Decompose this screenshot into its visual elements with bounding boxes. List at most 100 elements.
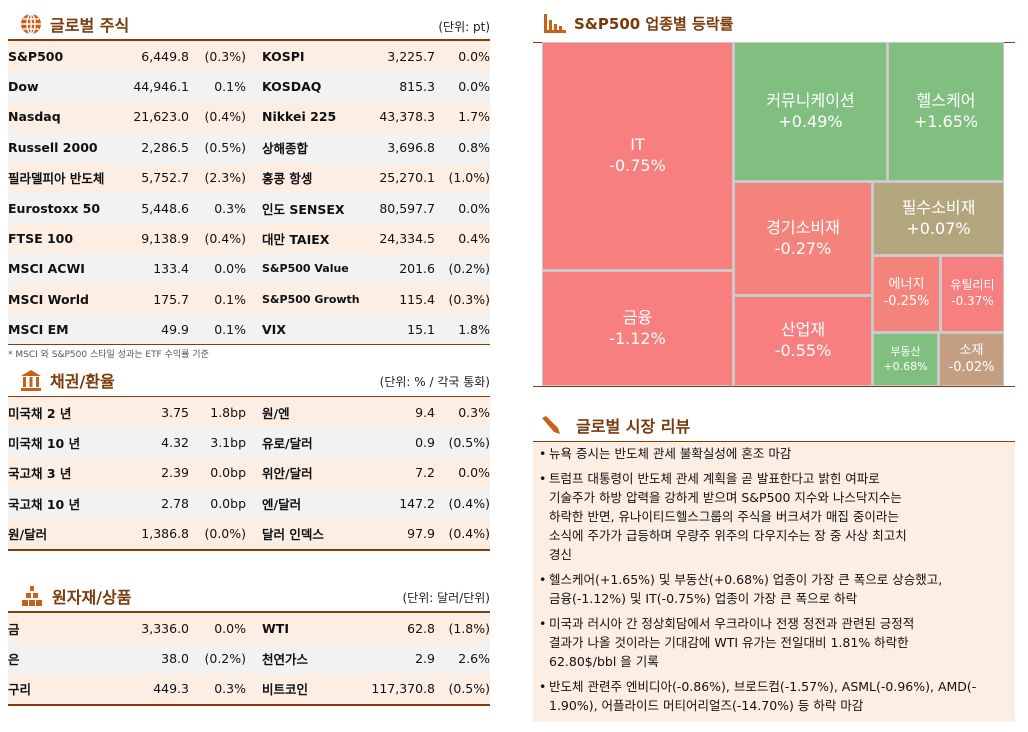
review-line: 경신 (549, 547, 573, 562)
table-row: MSCI EM 49.9 0.1% VIX 15.1 1.8% (8, 314, 490, 345)
table-row: FTSE 100 9,138.9 (0.4%) 대만 TAIEX 24,334.5 0.4… (8, 223, 490, 254)
bullet-icon: • (539, 471, 547, 486)
review-line: 미국과 러시아 간 정상회담에서 우크라이나 전쟁 정전과 관련된 긍정적 (549, 616, 915, 631)
change-cell: 0.3% (214, 200, 246, 216)
review-line: 1.90%), 어플라이드 머티어리얼즈(-14.70%) 등 하락 마감 (549, 698, 864, 713)
global-stocks-table: S&P500 6,449.8 (0.3%) KOSPI 3,225.7 0.0% Dow 44… (8, 41, 490, 345)
bullet-icon: • (539, 616, 547, 631)
review-line: 결과가 나올 것이라는 기대감에 WTI 유가는 전일대비 1.81% 하락한 (549, 635, 909, 650)
change-cell: 2.6% (458, 651, 490, 667)
change-cell: 0.8% (458, 139, 490, 155)
name-cell: 홍콩 항셍 (262, 171, 313, 187)
review-line: 반도체 관련주 엔비디아(-0.86%), 브로드컴(-1.57%), ASML… (549, 679, 977, 694)
change-cell: (0.5%) (204, 139, 246, 155)
name-cell: S&P500 (8, 48, 64, 64)
review-body: • 뉴욕 증시는 반도체 관세 불확실성에 혼조 마감 • 트럼프 대통령이 반도체 … (533, 442, 1015, 722)
name-cell: MSCI EM (8, 322, 69, 338)
pen-icon (542, 416, 560, 434)
value-cell: 0.9 (415, 435, 435, 451)
value-cell: 24,334.5 (379, 231, 435, 247)
name-cell: 은 (8, 652, 20, 668)
value-cell: 80,597.7 (379, 200, 435, 216)
sector-change: -0.27% (774, 238, 832, 258)
value-cell: 49.9 (161, 322, 189, 338)
change-cell: 0.1% (214, 79, 246, 95)
change-cell: (1.8%) (448, 620, 490, 636)
table-row: 금 3,336.0 0.0% WTI 62.8 (1.8%) (8, 613, 490, 644)
change-cell: 1.8% (458, 322, 490, 338)
name-cell: 원/달러 (8, 527, 48, 543)
sector-name: 경기소비재 (766, 217, 840, 237)
value-cell: 9,138.9 (141, 231, 189, 247)
change-cell: 0.1% (214, 322, 246, 338)
sector-change: -1.12% (609, 328, 666, 348)
sector-name: 헬스케어 (916, 90, 976, 110)
review-line: 금융(-1.12%) 및 IT(-0.75%) 업종이 가장 큰 폭으로 하락 (549, 591, 858, 606)
bullet-icon: • (539, 572, 547, 587)
sector-name: 필수소비재 (901, 197, 976, 217)
value-cell: 38.0 (161, 651, 189, 667)
value-cell: 97.9 (407, 526, 435, 542)
value-cell: 133.4 (153, 261, 189, 277)
table-row: 필라델피아 반도체 5,752.7 (2.3%) 홍콩 항셍 25,270.1 (1.0%… (8, 162, 490, 193)
change-cell: (0.4%) (204, 231, 246, 247)
name-cell: S&P500 Growth (262, 292, 360, 306)
change-cell: 0.0bp (210, 465, 246, 481)
review-line: 트럼프 대통령이 반도체 관세 계획을 곧 발표한다고 밝힌 여파로 (549, 471, 880, 486)
name-cell: Dow (8, 79, 39, 95)
unit-label: (단위: pt) (438, 20, 490, 34)
review-bullet: • 헬스케어(+1.65%) 및 부동산(+0.68%) 업종이 가장 큰 폭으로… (539, 570, 1009, 608)
value-cell: 2,286.5 (141, 139, 189, 155)
sector-name: 산업재 (780, 320, 826, 340)
sector-tile: 유틸리티 -0.37% (941, 256, 1004, 332)
value-cell: 44,946.1 (133, 79, 189, 95)
change-cell: 0.3% (458, 404, 490, 420)
name-cell: FTSE 100 (8, 231, 74, 247)
footnote: * MSCI 와 S&P500 스타일 성과는 ETF 수익률 기준 (8, 350, 209, 360)
value-cell: 115.4 (399, 291, 435, 307)
sector-tile: 산업재 -0.55% (734, 296, 872, 386)
name-cell: 국고채 10 년 (8, 496, 81, 512)
bar-chart-icon (544, 14, 566, 33)
change-cell: 0.0% (458, 200, 490, 216)
value-cell: 3,696.8 (387, 139, 435, 155)
commodities-table: 금 3,336.0 0.0% WTI 62.8 (1.8%) 은 38.0 (0.2%) 천연가스… (8, 613, 490, 705)
review-line: 기술주가 하방 압력을 강하게 받으며 S&P500 지수와 나스닥지수는 (549, 490, 902, 505)
table-row: 미국채 2 년 3.75 1.8bp 원/엔 9.4 0.3% (8, 397, 490, 428)
table-row: 국고채 3 년 2.39 0.0bp 위안/달러 7.2 0.0% (8, 457, 490, 489)
unit-label: (단위: % / 각국 통화) (379, 375, 490, 389)
name-cell: Nikkei 225 (262, 109, 337, 125)
sector-change: -0.55% (774, 341, 832, 360)
name-cell: 대만 TAIEX (262, 232, 330, 248)
value-cell: 6,449.8 (141, 48, 189, 64)
change-cell: (0.4%) (448, 495, 490, 511)
section-title: 글로벌 시장 리뷰 (576, 417, 691, 436)
name-cell: Russell 2000 (8, 139, 98, 155)
value-cell: 5,752.7 (141, 170, 189, 186)
sector-tile: 헬스케어 +1.65% (888, 42, 1004, 181)
sector-change: +0.68% (883, 359, 928, 373)
section-title: S&P500 업종별 등락률 (574, 14, 734, 33)
name-cell: 필라델피아 반도체 (8, 171, 105, 187)
change-cell: 1.8bp (210, 404, 246, 420)
sector-name: 에너지 (888, 277, 925, 293)
name-cell: 천연가스 (262, 652, 309, 668)
change-cell: 0.1% (214, 291, 246, 307)
review-line: 소식에 주가가 급등하며 우량주 위주의 다우지수는 장 중 사상 최고치 (549, 528, 907, 543)
sector-change: +0.49% (778, 111, 843, 131)
name-cell: 달러 인덱스 (262, 527, 324, 543)
name-cell: KOSPI (262, 48, 305, 64)
name-cell: MSCI ACWI (8, 261, 85, 277)
sector-map-title: S&P500 업종별 등락률 (544, 12, 733, 34)
change-cell: (0.3%) (448, 291, 490, 307)
name-cell: Nasdaq (8, 109, 61, 125)
value-cell: 9.4 (415, 404, 435, 420)
table-row: Nasdaq 21,623.0 (0.4%) Nikkei 225 43,378.3 1.… (8, 101, 490, 133)
section-title: 채권/환율 (50, 372, 115, 391)
value-cell: 62.8 (407, 620, 435, 636)
sector-tile: 금융 -1.12% (542, 271, 733, 386)
sector-change: +1.65% (913, 111, 979, 131)
change-cell: (0.3%) (204, 48, 246, 64)
name-cell: 비트코인 (262, 682, 309, 698)
